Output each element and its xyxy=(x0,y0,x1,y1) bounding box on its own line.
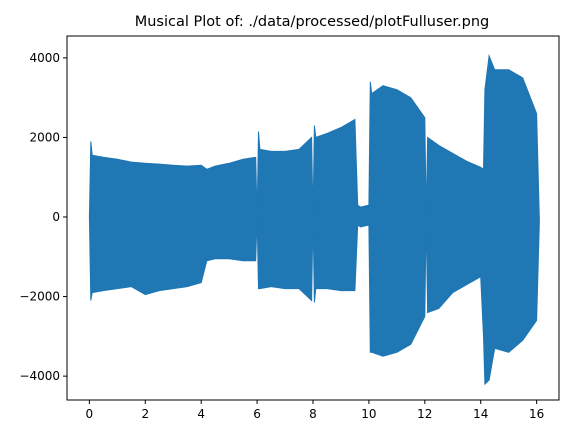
y-tick-label: −4000 xyxy=(19,369,60,383)
x-tick-label: 12 xyxy=(417,407,432,421)
y-tick-label: 0 xyxy=(52,210,60,224)
y-tick-label: 4000 xyxy=(29,51,60,65)
y-axis: −4000 −2000 0 2000 4000 xyxy=(19,51,67,383)
chart-title: Musical Plot of: ./data/processed/plotFu… xyxy=(135,14,490,30)
series-waveform xyxy=(88,53,540,386)
plot-area xyxy=(66,35,560,401)
x-tick-label: 14 xyxy=(473,407,488,421)
y-tick-label: 2000 xyxy=(29,130,60,144)
x-tick-label: 4 xyxy=(197,407,205,421)
x-tick-label: 10 xyxy=(361,407,376,421)
x-tick-label: 16 xyxy=(529,407,544,421)
x-tick-label: 6 xyxy=(253,407,261,421)
x-axis: 0 2 4 6 8 10 12 14 16 xyxy=(86,400,544,421)
x-tick-label: 2 xyxy=(141,407,149,421)
x-tick-label: 0 xyxy=(86,407,94,421)
y-tick-label: −2000 xyxy=(19,290,60,304)
x-tick-label: 8 xyxy=(309,407,317,421)
